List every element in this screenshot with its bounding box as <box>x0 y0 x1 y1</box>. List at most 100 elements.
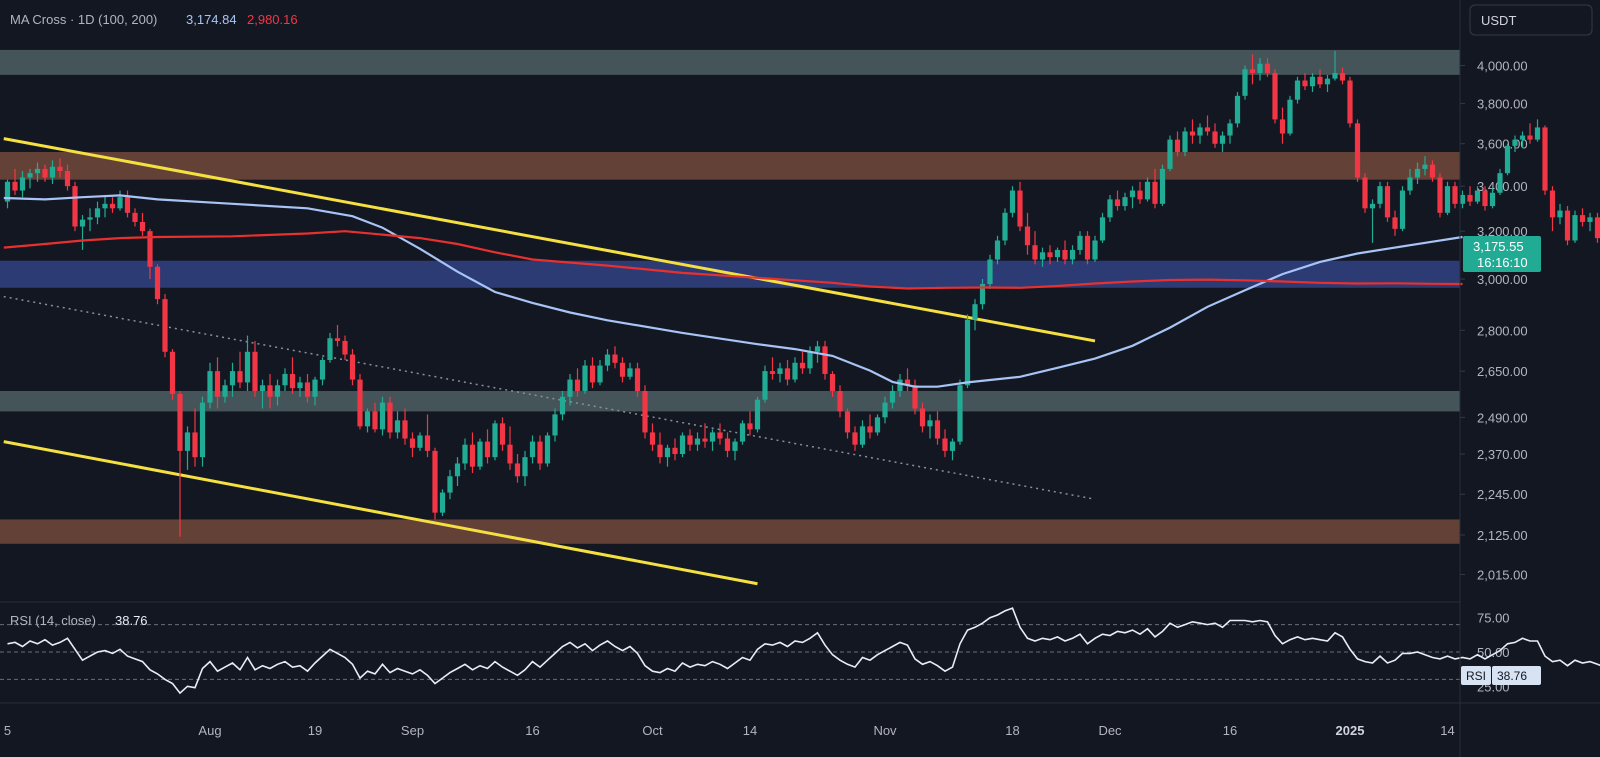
indicator-title[interactable]: MA Cross · 1D (100, 200) <box>10 12 157 27</box>
bearish-candle <box>124 190 131 218</box>
price-badge-bg <box>1463 236 1541 272</box>
candle-body <box>912 385 918 409</box>
candle-body <box>1422 164 1428 169</box>
bearish-candle <box>1467 186 1473 207</box>
bullish-candle <box>1294 76 1301 104</box>
bearish-candle <box>1429 160 1436 182</box>
candle-body <box>169 351 176 394</box>
bearish-candle <box>12 168 18 195</box>
candle-body <box>762 371 768 400</box>
candle-body <box>514 463 521 477</box>
bearish-candle <box>672 438 678 461</box>
bullish-candle <box>949 438 956 461</box>
candle-body <box>1249 69 1256 73</box>
candle-body <box>777 368 783 374</box>
bullish-candle <box>1512 135 1518 153</box>
candle-body <box>949 441 956 451</box>
candle-body <box>492 423 498 458</box>
candle-body <box>79 219 86 227</box>
bullish-candle <box>454 457 461 487</box>
bearish-candle <box>537 435 543 470</box>
candle-body <box>567 379 573 397</box>
bullish-candle <box>1122 192 1128 211</box>
candle-body <box>1407 177 1413 191</box>
currency-selector[interactable]: USDT <box>1469 4 1593 36</box>
candle-body <box>469 444 476 467</box>
candle-body <box>244 351 251 383</box>
bullish-candle <box>102 194 108 218</box>
bearish-candle <box>1189 119 1196 144</box>
bearish-candle <box>64 164 71 191</box>
candle-body <box>964 319 971 386</box>
candle-body <box>1152 181 1158 204</box>
bullish-candle <box>859 420 866 448</box>
candle-body <box>132 212 138 222</box>
candle-body <box>237 371 243 383</box>
candle-body <box>214 371 221 397</box>
bullish-candle <box>1444 181 1451 216</box>
candle-body <box>342 340 348 355</box>
bearish-candle <box>1362 173 1368 213</box>
candle-body <box>1009 190 1016 213</box>
candle-body <box>207 371 213 403</box>
candle-body <box>1092 240 1098 260</box>
candle-body <box>1444 186 1451 213</box>
candle-body <box>124 197 131 213</box>
bullish-candle <box>229 362 236 397</box>
bullish-candle <box>1519 131 1526 148</box>
trendlines-layer <box>3 137 1096 586</box>
candle-body <box>1512 139 1518 146</box>
candle-body <box>994 240 1001 260</box>
candle-body <box>1497 173 1503 193</box>
bearish-candle <box>1437 173 1443 218</box>
candle-body <box>829 373 836 392</box>
candle-body <box>1137 190 1143 200</box>
candle-body <box>1294 80 1301 100</box>
bullish-candle <box>87 208 93 232</box>
candle-body <box>604 354 611 366</box>
bar-countdown: 16:16:10 <box>1477 255 1528 270</box>
bearish-candle <box>1347 76 1353 128</box>
bullish-candle <box>117 190 123 211</box>
bearish-candle <box>634 362 641 397</box>
candle-body <box>1122 197 1128 207</box>
bearish-candle <box>139 212 146 236</box>
candle-body <box>1062 249 1068 260</box>
rsi-header-value: 38.76 <box>115 613 148 628</box>
bearish-candle <box>1204 115 1211 136</box>
bearish-candle <box>1047 245 1053 265</box>
bearish-candle <box>214 357 221 409</box>
candle-body <box>717 432 723 439</box>
bullish-candle <box>447 469 453 500</box>
price-tick-label: 2,650.00 <box>1477 364 1528 379</box>
candle-body <box>747 423 753 430</box>
bullish-candle <box>1572 210 1578 243</box>
bullish-candle <box>1414 162 1421 184</box>
rsi-name-badge <box>1461 666 1491 685</box>
bearish-candle <box>769 357 776 380</box>
candle-body <box>282 373 288 386</box>
candle-body <box>799 362 806 369</box>
bullish-candle <box>199 396 206 467</box>
candle-body <box>19 177 26 191</box>
candle-body <box>1579 215 1586 222</box>
candle-body <box>409 438 416 448</box>
price-tick-label: 2,490.00 <box>1477 410 1528 425</box>
candle-body <box>72 186 78 227</box>
candle-body <box>1054 249 1061 258</box>
rsi-title[interactable]: RSI (14, close) <box>10 613 96 628</box>
bearish-candle <box>657 432 663 464</box>
rsi-badge: RSI 38.76 <box>1461 666 1541 685</box>
bullish-candle <box>732 438 738 461</box>
candle-body <box>672 447 678 455</box>
candle-body <box>1107 199 1113 218</box>
candle-body <box>1549 190 1556 218</box>
candle-body <box>589 365 596 383</box>
bullish-candle <box>222 379 228 403</box>
bearish-candle <box>1549 186 1556 232</box>
bullish-candle <box>394 411 401 439</box>
candle-body <box>1594 217 1600 239</box>
currency-button[interactable] <box>1469 4 1593 36</box>
